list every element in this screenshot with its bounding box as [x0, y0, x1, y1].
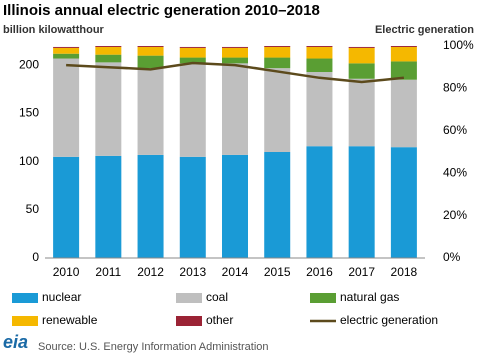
y-tick-label: 0 — [32, 250, 39, 264]
bar — [53, 53, 80, 59]
x-tick-label: 2010 — [53, 265, 80, 279]
legend-label: nuclear — [42, 290, 81, 304]
bar — [390, 61, 417, 80]
bar — [264, 57, 291, 69]
bar — [95, 62, 122, 156]
legend-swatch — [176, 316, 202, 326]
bar — [53, 46, 80, 48]
y-tick-label: 200 — [19, 57, 39, 71]
y2-tick-label: 100% — [443, 38, 474, 52]
bar — [53, 156, 80, 258]
bar — [179, 46, 206, 48]
y2-tick-label: 20% — [443, 208, 467, 222]
bar — [222, 154, 248, 258]
bar — [348, 78, 375, 147]
bar — [179, 156, 206, 258]
bar — [179, 63, 206, 157]
y-tick-label: 50 — [26, 202, 40, 216]
y2-tick-label: 60% — [443, 123, 467, 137]
legend-label: coal — [206, 290, 228, 304]
line — [66, 61, 405, 84]
bar — [95, 46, 122, 55]
bar — [53, 58, 80, 157]
bar — [222, 57, 248, 64]
bar — [306, 46, 333, 59]
legend-label: natural gas — [340, 290, 399, 304]
y-tick-label: 100 — [19, 154, 39, 168]
y2-tick-label: 80% — [443, 81, 467, 95]
bar — [264, 46, 291, 47]
y-tick-label: 150 — [19, 106, 39, 120]
x-tick-label: 2014 — [222, 265, 249, 279]
bar — [306, 58, 333, 73]
bar — [137, 55, 164, 69]
bar — [222, 47, 248, 58]
bar — [222, 46, 248, 48]
y2-axis-label: Electric generation — [375, 24, 474, 36]
legend-swatch — [12, 293, 38, 303]
bar — [264, 46, 291, 58]
bar — [137, 68, 164, 155]
bar — [53, 47, 80, 54]
x-tick-label: 2015 — [264, 265, 291, 279]
bar — [390, 79, 417, 148]
y2-tick-label: 40% — [443, 165, 467, 179]
x-tick-label: 2017 — [348, 265, 375, 279]
bar — [179, 57, 206, 64]
bar — [390, 46, 417, 62]
bar — [348, 63, 375, 79]
bar — [137, 46, 164, 47]
x-tick-label: 2012 — [137, 265, 164, 279]
bar — [95, 155, 122, 258]
bar — [306, 72, 333, 147]
source: Source: U.S. Energy Information Administ… — [38, 341, 269, 353]
bar — [348, 47, 375, 64]
x-tick-label: 2013 — [179, 265, 206, 279]
bar — [222, 63, 248, 155]
bar — [306, 146, 333, 258]
x-tick-label: 2011 — [95, 265, 121, 279]
y2-tick-label: 0% — [443, 250, 461, 264]
bar — [348, 46, 375, 48]
bar — [390, 147, 417, 258]
bar — [95, 54, 122, 63]
x-tick-label: 2018 — [391, 265, 418, 279]
bar — [264, 152, 291, 258]
bar — [348, 146, 375, 258]
legend-swatch — [310, 293, 336, 303]
bar — [95, 46, 122, 47]
bar — [306, 46, 333, 47]
y-axis-label: billion kilowatthour — [3, 24, 105, 36]
legend-swatch — [176, 293, 202, 303]
logo: eia — [3, 332, 28, 352]
legend-label: renewable — [42, 313, 98, 327]
bar — [264, 68, 291, 152]
x-tick-label: 2016 — [306, 265, 333, 279]
legend-label: electric generation — [340, 313, 438, 327]
bar — [390, 46, 417, 47]
legend-swatch — [12, 316, 38, 326]
chart-title: Illinois annual electric generation 2010… — [3, 2, 320, 19]
legend-label: other — [206, 313, 233, 327]
bar — [137, 154, 164, 258]
bar — [137, 46, 164, 56]
bar — [179, 47, 206, 58]
